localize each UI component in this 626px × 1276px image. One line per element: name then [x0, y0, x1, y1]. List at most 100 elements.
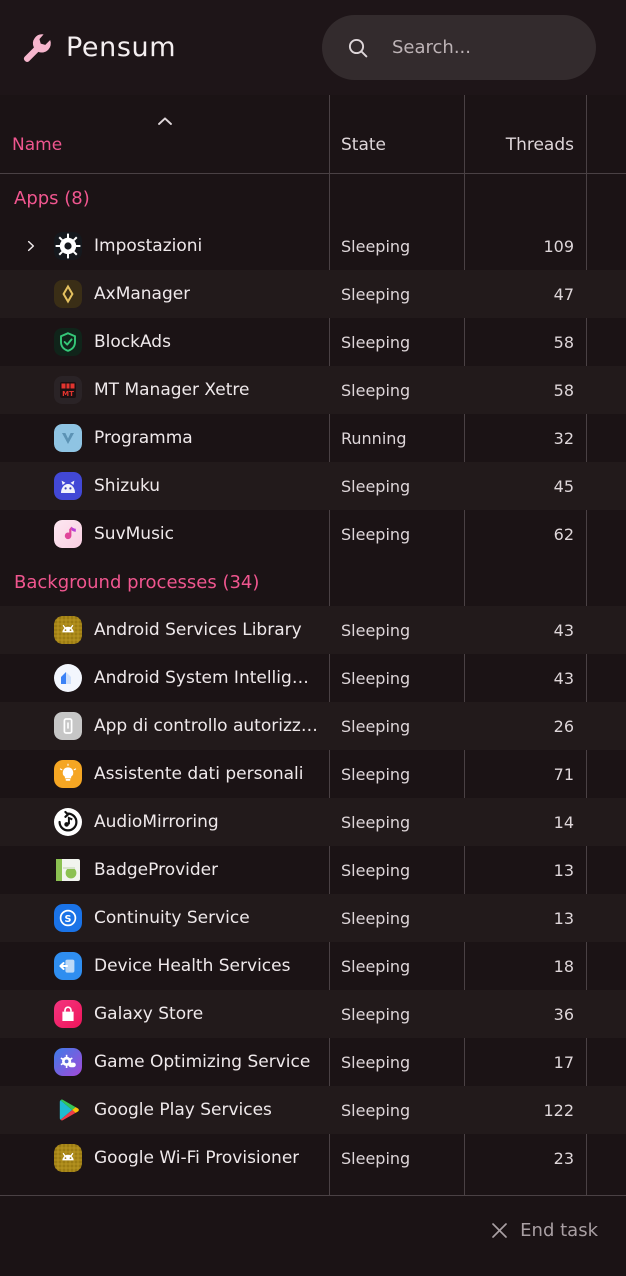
end-task-label: End task	[520, 1220, 598, 1241]
process-name: Programma	[94, 428, 193, 448]
process-threads: 43	[553, 620, 574, 640]
process-state: Sleeping	[341, 236, 411, 256]
wrench-icon	[20, 31, 54, 65]
music-note-icon	[54, 520, 82, 548]
process-state: Sleeping	[341, 1148, 411, 1168]
process-threads: 32	[553, 428, 574, 448]
end-task-button[interactable]: End task	[491, 1220, 598, 1241]
process-state: Running	[341, 428, 407, 448]
column-header-state[interactable]: State	[341, 135, 386, 155]
process-state: Sleeping	[341, 956, 411, 976]
section-header: Background processes (34)	[14, 571, 260, 593]
game-optimizing-icon	[54, 1048, 82, 1076]
process-threads: 122	[543, 1100, 574, 1120]
process-threads: 58	[553, 332, 574, 352]
footer-bar: End task	[0, 1195, 626, 1276]
table-row[interactable]: Assistente dati personali Sleeping 71	[0, 750, 626, 798]
table-row[interactable]: Android System Intelligence Sleeping 43	[0, 654, 626, 702]
programma-icon	[54, 424, 82, 452]
search-input[interactable]	[392, 37, 572, 58]
table-row[interactable]: S Continuity Service Sleeping 13	[0, 894, 626, 942]
table-row[interactable]: BadgeProvider Sleeping 13	[0, 846, 626, 894]
process-name: MT Manager Xetre	[94, 380, 250, 400]
table-row[interactable]: AudioMirroring Sleeping 14	[0, 798, 626, 846]
table-row[interactable]: Galaxy Store Sleeping 36	[0, 990, 626, 1038]
process-state: Sleeping	[341, 380, 411, 400]
table-row[interactable]: Programma Running 32	[0, 414, 626, 462]
table-row[interactable]: App di controllo autorizzaz… Sleeping 26	[0, 702, 626, 750]
table-header-row: Name State Threads	[0, 95, 626, 174]
process-name: Google Play Services	[94, 1100, 272, 1120]
process-name: AxManager	[94, 284, 191, 304]
process-state: Sleeping	[341, 908, 411, 928]
table-row[interactable]: MT MT Manager Xetre Sleeping 58	[0, 366, 626, 414]
process-threads: 71	[553, 764, 574, 784]
process-threads: 58	[553, 380, 574, 400]
process-state: Sleeping	[341, 1052, 411, 1072]
close-icon	[491, 1222, 508, 1239]
process-name: Android Services Library	[94, 620, 302, 640]
process-name: Galaxy Store	[94, 1004, 204, 1024]
app-header: Pensum	[0, 0, 626, 95]
process-state: Sleeping	[341, 668, 411, 688]
process-name: SuvMusic	[94, 524, 174, 544]
process-name: BadgeProvider	[94, 860, 219, 880]
search-icon	[346, 36, 370, 60]
shizuku-cat-icon	[54, 472, 82, 500]
android-gold-icon	[54, 1144, 82, 1172]
process-threads: 17	[553, 1052, 574, 1072]
table-row[interactable]: Device Health Services Sleeping 18	[0, 942, 626, 990]
process-threads: 14	[553, 812, 574, 832]
table-row[interactable]: Android Services Library Sleeping 43	[0, 606, 626, 654]
table-body: Apps (8) Impostazioni Sleeping 109 AxManag…	[0, 174, 626, 1195]
process-state: Sleeping	[341, 1004, 411, 1024]
process-state: Sleeping	[341, 284, 411, 304]
process-state: Sleeping	[341, 524, 411, 544]
process-name: Google Wi-Fi Provisioner	[94, 1148, 300, 1168]
android-gold-icon	[54, 616, 82, 644]
table-row[interactable]: Impostazioni Sleeping 109	[0, 222, 626, 270]
bulb-icon	[54, 760, 82, 788]
gear-icon	[54, 232, 82, 260]
table-row[interactable]: BlockAds Sleeping 58	[0, 318, 626, 366]
process-threads: 36	[553, 1004, 574, 1024]
table-row[interactable]: Game Optimizing Service Sleeping 17	[0, 1038, 626, 1086]
process-state: Sleeping	[341, 620, 411, 640]
column-header-name[interactable]: Name	[12, 135, 63, 155]
table-row[interactable]: AxManager Sleeping 47	[0, 270, 626, 318]
system-intelligence-icon	[54, 664, 82, 692]
svg-text:MT: MT	[62, 390, 74, 398]
app-title: Pensum	[66, 32, 177, 63]
audio-mirroring-icon	[54, 808, 82, 836]
table-row[interactable]: Google Play Services Sleeping 122	[0, 1086, 626, 1134]
table-row[interactable]: Google Wi-Fi Provisioner Sleeping 23	[0, 1134, 626, 1182]
continuity-icon: S	[54, 904, 82, 932]
process-name: Assistente dati personali	[94, 764, 304, 784]
process-threads: 23	[553, 1148, 574, 1168]
process-table: Name State Threads Apps (8) Impostazioni…	[0, 95, 626, 1195]
process-name: App di controllo autorizzaz…	[94, 716, 319, 736]
process-threads: 43	[553, 668, 574, 688]
process-name: Android System Intelligence	[94, 668, 319, 688]
permission-controller-icon	[54, 712, 82, 740]
svg-text:S: S	[65, 914, 72, 925]
column-header-threads[interactable]: Threads	[505, 135, 574, 155]
process-name: Device Health Services	[94, 956, 291, 976]
google-play-icon	[54, 1096, 82, 1124]
process-name: AudioMirroring	[94, 812, 219, 832]
process-threads: 13	[553, 908, 574, 928]
process-name: BlockAds	[94, 332, 171, 352]
process-state: Sleeping	[341, 1100, 411, 1120]
process-state: Sleeping	[341, 716, 411, 736]
expand-chevron-right-icon[interactable]	[22, 237, 40, 255]
table-row[interactable]: Shizuku Sleeping 45	[0, 462, 626, 510]
badge-provider-icon	[54, 856, 82, 884]
process-state: Sleeping	[341, 812, 411, 832]
table-row[interactable]: SuvMusic Sleeping 62	[0, 510, 626, 558]
process-state: Sleeping	[341, 332, 411, 352]
device-health-icon	[54, 952, 82, 980]
diamond-icon	[54, 280, 82, 308]
galaxy-store-icon	[54, 1000, 82, 1028]
search-bar[interactable]	[322, 15, 596, 80]
